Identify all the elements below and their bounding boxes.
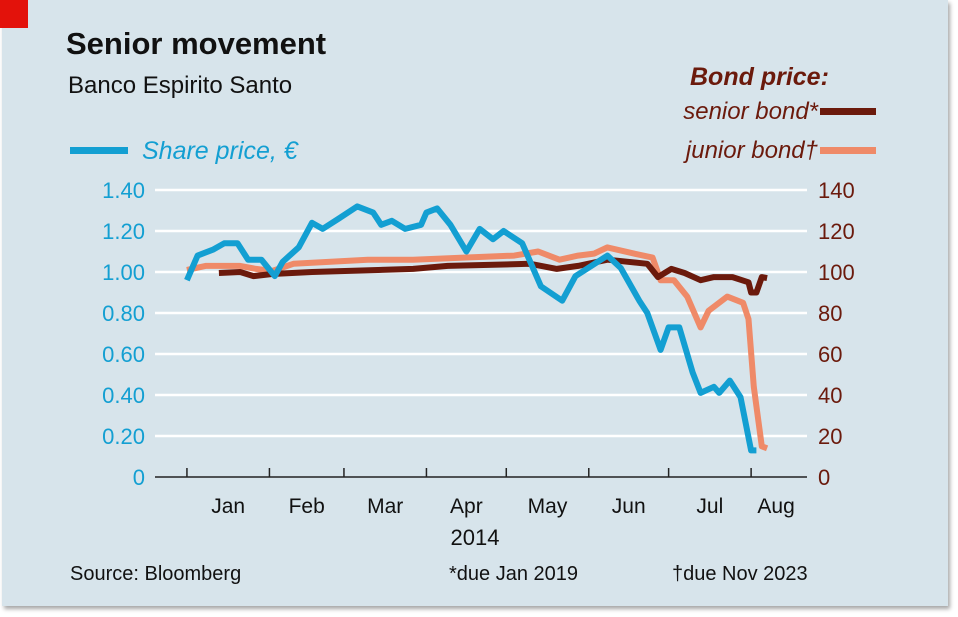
right-axis-tick-label: 0 (818, 465, 830, 490)
right-axis-tick-label: 140 (818, 178, 855, 203)
legend-senior-swatch (820, 108, 876, 115)
brand-red-tag (0, 0, 28, 28)
x-axis-tick-label: May (528, 495, 568, 518)
left-axis-tick-label: 0.40 (102, 383, 145, 408)
right-axis-tick-label: 100 (818, 260, 855, 285)
left-axis-tick-label: 0 (133, 465, 145, 490)
footnote-senior: *due Jan 2019 (449, 563, 579, 585)
legend-junior-swatch (820, 147, 876, 154)
chart-title: Senior movement (66, 26, 327, 61)
legend-senior-label: senior bond* (683, 98, 818, 125)
chart-panel (2, 0, 948, 606)
senior-bond-line (218, 256, 768, 296)
legend-junior-label: junior bond† (685, 137, 818, 164)
legend-share-label: Share price, € (142, 137, 298, 165)
right-axis-tick-label: 20 (818, 424, 842, 449)
chart-subtitle: Banco Espirito Santo (68, 72, 293, 99)
x-axis-tick-label: Jan (211, 495, 245, 518)
x-axis-tick-label: Jul (696, 495, 723, 518)
legend-share-swatch (70, 147, 128, 154)
source-note: Source: Bloomberg (70, 563, 242, 585)
x-axis-tick-label: Feb (289, 495, 325, 518)
x-axis-tick-label: Jun (612, 495, 646, 518)
right-axis-tick-label: 60 (818, 342, 842, 367)
share-price-line (184, 203, 757, 454)
right-axis-tick-label: 40 (818, 383, 842, 408)
x-axis-tick-label: Apr (450, 495, 483, 518)
x-axis-tick-label: Mar (367, 495, 403, 518)
right-axis-tick-label: 80 (818, 301, 842, 326)
legend-bond-heading: Bond price: (690, 63, 829, 91)
left-axis-tick-label: 1.40 (102, 178, 145, 203)
x-axis-year-label: 2014 (451, 525, 500, 550)
x-axis-tick-label: Aug (757, 495, 794, 518)
left-axis-tick-label: 1.20 (102, 219, 145, 244)
left-axis-tick-label: 0.20 (102, 424, 145, 449)
left-axis-tick-label: 1.00 (102, 260, 145, 285)
left-axis-tick-label: 0.80 (102, 301, 145, 326)
footnote-junior: †due Nov 2023 (672, 563, 808, 585)
left-axis-tick-label: 0.60 (102, 342, 145, 367)
right-axis-tick-label: 120 (818, 219, 855, 244)
